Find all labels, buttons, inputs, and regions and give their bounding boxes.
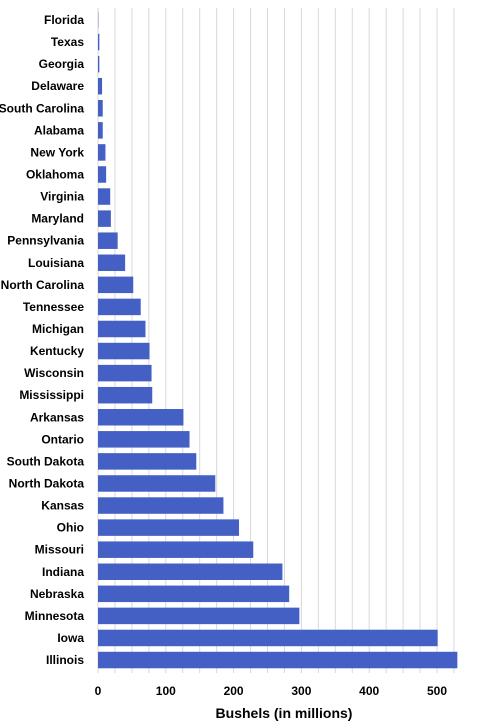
bar xyxy=(98,541,254,558)
x-tick-label: 400 xyxy=(359,684,379,698)
category-labels: Florida Texas Georgia Delaware South Carolin… xyxy=(0,13,84,667)
bar xyxy=(98,607,300,625)
bar xyxy=(98,585,290,603)
bar xyxy=(98,166,107,183)
category-label: Oklahoma xyxy=(26,167,84,181)
bar xyxy=(98,254,126,272)
bar xyxy=(98,100,103,117)
category-label: Virginia xyxy=(40,190,84,204)
bar xyxy=(98,497,224,514)
bar xyxy=(98,232,118,249)
bar xyxy=(98,364,152,382)
category-label: Georgia xyxy=(39,57,85,71)
category-label: Nebraska xyxy=(30,587,84,601)
bar xyxy=(98,629,438,647)
bar xyxy=(98,453,197,470)
category-label: Iowa xyxy=(57,631,84,645)
category-label: South Dakota xyxy=(7,454,85,468)
category-label: Indiana xyxy=(42,565,84,579)
category-label: Arkansas xyxy=(30,410,84,424)
category-label: South Carolina xyxy=(0,101,84,115)
category-label: Ontario xyxy=(41,432,84,446)
category-label: Pennsylvania xyxy=(7,234,84,248)
category-label: Louisiana xyxy=(28,256,84,270)
bar xyxy=(98,55,100,73)
category-label: New York xyxy=(30,145,84,159)
bar xyxy=(98,122,103,139)
bar xyxy=(98,298,141,316)
x-axis-title: Bushels (in millions) xyxy=(216,705,353,721)
bar xyxy=(98,320,146,338)
bar xyxy=(98,276,134,294)
category-label: Minnesota xyxy=(25,609,85,623)
bar xyxy=(98,651,458,669)
category-label: Missouri xyxy=(35,543,84,557)
category-label: North Carolina xyxy=(1,278,85,292)
category-label: Maryland xyxy=(31,212,84,226)
x-tick-labels: 0 100 200 300 400 500 xyxy=(95,684,448,698)
bar xyxy=(98,563,283,580)
bar xyxy=(98,144,106,161)
category-label: North Dakota xyxy=(9,476,85,490)
category-label: Ohio xyxy=(57,521,84,535)
bar-layer xyxy=(98,11,458,669)
category-label: Texas xyxy=(51,35,84,49)
bar xyxy=(98,33,100,51)
x-tick-label: 100 xyxy=(156,684,176,698)
category-label: Tennessee xyxy=(23,300,84,314)
category-label: Kansas xyxy=(41,499,84,513)
bar xyxy=(98,210,111,227)
bar xyxy=(98,386,153,404)
bar xyxy=(98,77,103,95)
category-label: Michigan xyxy=(32,322,84,336)
x-tick-label: 300 xyxy=(291,684,311,698)
x-tick-label: 500 xyxy=(427,684,447,698)
category-label: Mississippi xyxy=(19,388,84,402)
bar xyxy=(98,431,190,448)
category-label: Kentucky xyxy=(30,344,84,358)
category-label: Florida xyxy=(44,13,84,27)
bar xyxy=(98,188,111,205)
category-label: Alabama xyxy=(34,123,84,137)
category-label: Illinois xyxy=(46,653,84,667)
bar xyxy=(98,342,150,360)
category-label: Delaware xyxy=(31,79,84,93)
category-label: Wisconsin xyxy=(24,366,84,380)
x-tick-label: 200 xyxy=(224,684,244,698)
x-tick-label: 0 xyxy=(95,684,102,698)
bar xyxy=(98,409,184,426)
bar xyxy=(98,475,216,492)
bar xyxy=(98,519,240,536)
grid-layer xyxy=(97,8,455,673)
